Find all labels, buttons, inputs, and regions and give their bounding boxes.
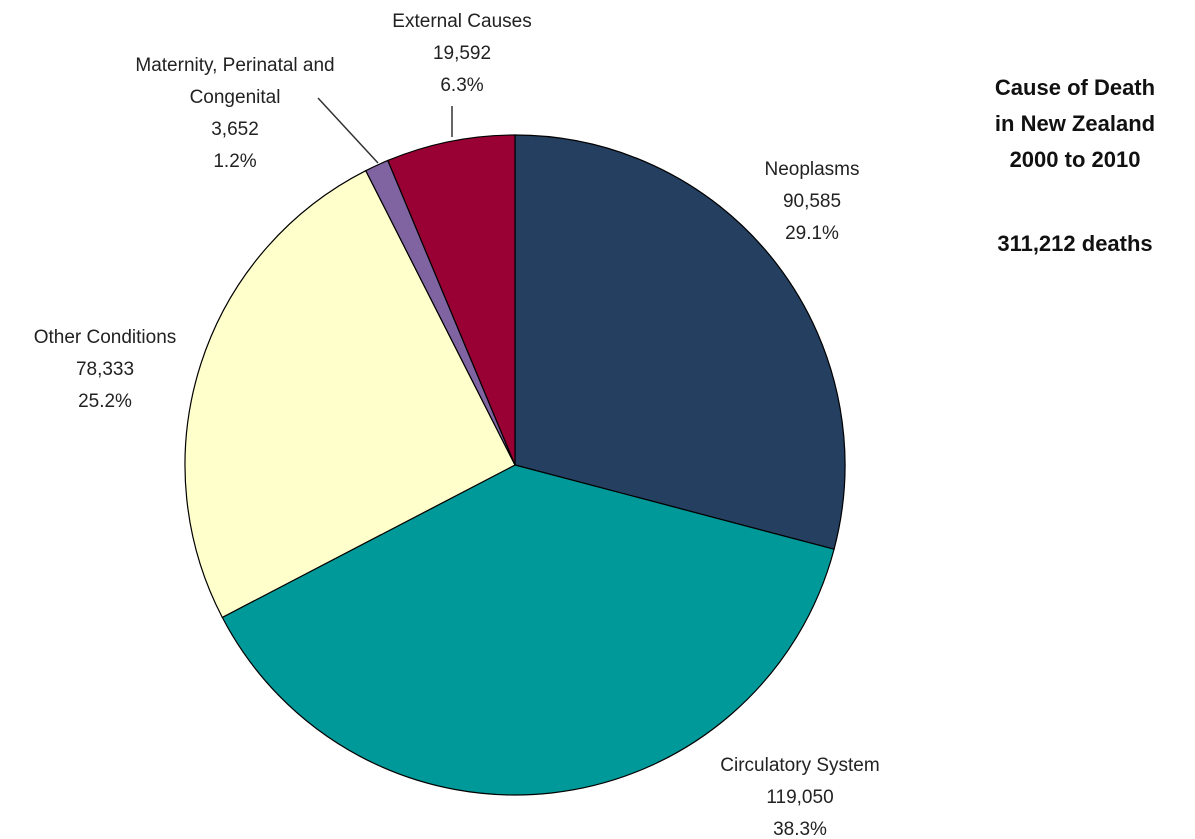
percent-label: 6.3% <box>440 75 484 96</box>
value-label: 78,333 <box>75 359 135 380</box>
value-label: 19,592 <box>432 43 492 64</box>
pie-slice <box>514 134 846 550</box>
value-label: 119,050 <box>766 787 834 808</box>
category-label: Other Conditions <box>33 327 177 348</box>
data-label: Other Conditions 78,333 25.2% <box>0 322 215 418</box>
value-label: 3,652 <box>211 119 259 140</box>
title-line: 2000 to 2010 <box>1009 147 1141 172</box>
title-line: in New Zealand <box>994 111 1156 136</box>
pie-slice <box>184 169 516 619</box>
percent-label: 38.3% <box>773 819 827 839</box>
pie-slice <box>221 464 835 796</box>
title-line: Cause of Death <box>994 75 1156 100</box>
percent-label: 29.1% <box>785 223 839 244</box>
data-label: Maternity, Perinatal and Congenital 3,652… <box>115 50 355 178</box>
data-label: Circulatory System 119,050 38.3% <box>670 750 930 839</box>
chart-title: Cause of Death in New Zealand 2000 to 20… <box>960 70 1190 178</box>
data-label: Neoplasms 90,585 29.1% <box>702 154 922 250</box>
value-label: 90,585 <box>782 191 842 212</box>
category-label: Neoplasms <box>764 159 860 180</box>
data-label: External Causes 19,592 6.3% <box>352 6 572 102</box>
category-label: Circulatory System <box>720 755 880 776</box>
percent-label: 1.2% <box>213 151 257 172</box>
pie-slice <box>387 134 516 466</box>
category-label: Maternity, Perinatal and Congenital <box>135 55 335 108</box>
chart-subtitle: 311,212 deaths <box>997 231 1153 256</box>
percent-label: 25.2% <box>78 391 132 412</box>
leader-line <box>317 97 379 164</box>
category-label: External Causes <box>392 11 532 32</box>
